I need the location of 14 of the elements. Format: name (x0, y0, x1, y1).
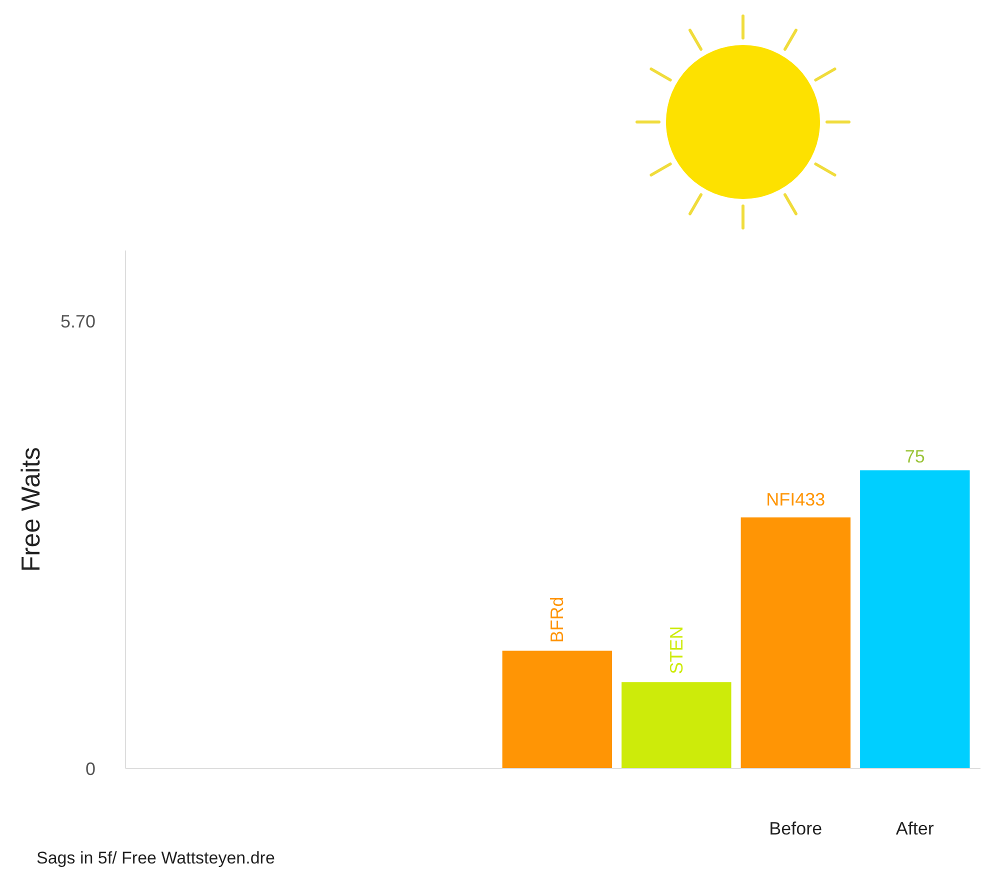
data-label: BFRd (547, 596, 568, 643)
annotation: 75 (904, 446, 925, 466)
y-axis-title: Free Waits (15, 447, 46, 572)
bar (860, 470, 970, 768)
x-tick-label: Before (769, 818, 822, 838)
bar (502, 650, 612, 768)
bar (740, 517, 851, 768)
data-label: NFI433 (766, 489, 826, 510)
text: Sags in 5f/ Free Wattsteyen.dre (36, 848, 275, 868)
bar (622, 682, 732, 768)
x-tick-label: After (896, 818, 934, 838)
data-label: STEN (666, 626, 686, 674)
y-tick-label: 0 (85, 759, 96, 779)
y-tick-label: 5.70 (60, 312, 96, 332)
